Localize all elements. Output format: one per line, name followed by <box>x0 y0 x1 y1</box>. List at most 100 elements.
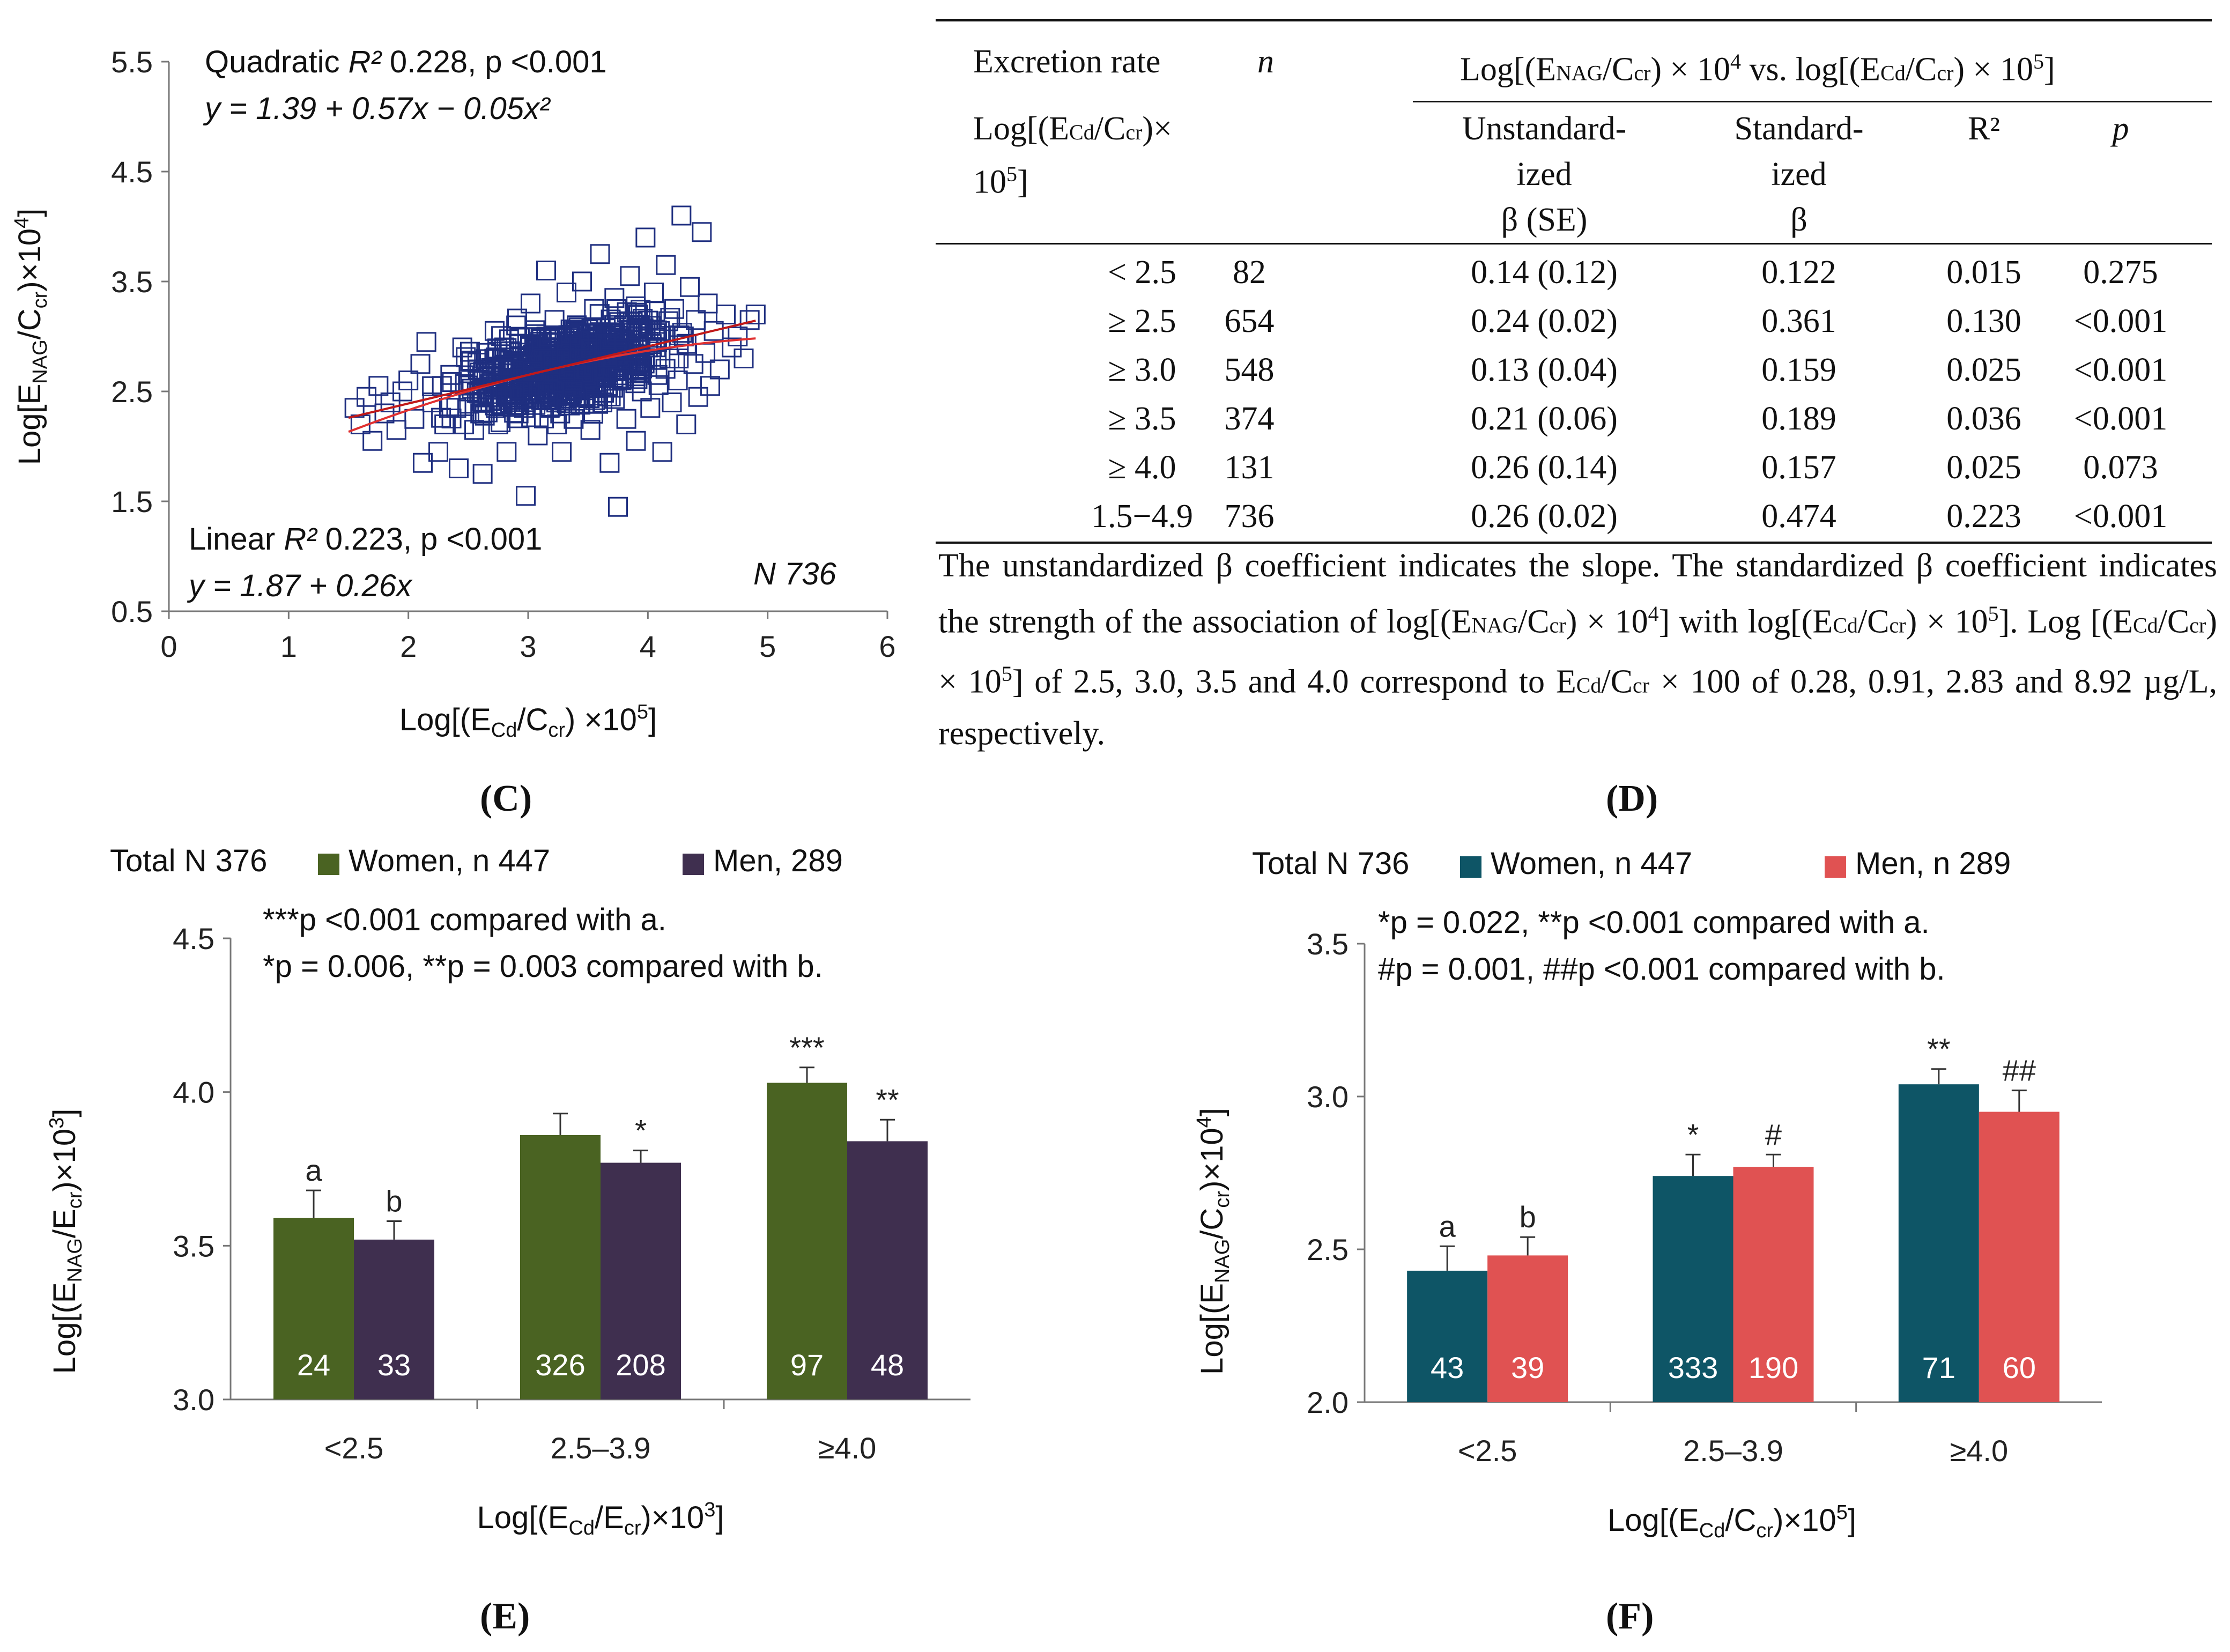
legend-women: Women, n 447 <box>349 843 550 878</box>
panel-label-c: (C) <box>480 778 532 819</box>
scatter-point <box>464 420 484 440</box>
scatter-point <box>640 398 661 418</box>
scatter-point <box>686 310 706 330</box>
scatter-point <box>716 305 736 324</box>
table-cell-rate: 1.5−4.9 <box>1091 498 1193 535</box>
scatter-point <box>596 333 616 353</box>
scatter-point <box>386 420 406 440</box>
subheader-rate-line2: 105] <box>973 162 1028 201</box>
legend-total: Total N 376 <box>110 843 267 878</box>
table-cell-beta-se: 0.14 (0.12) <box>1471 254 1618 291</box>
note-line-1: *p = 0.022, **p <0.001 compared with a. <box>1378 905 1930 940</box>
bar <box>601 1162 681 1399</box>
scatter-point <box>734 349 754 368</box>
x-tick-label: 2 <box>400 629 417 663</box>
table-cell-beta-se: 0.26 (0.14) <box>1471 449 1618 486</box>
scatter-point <box>556 283 576 302</box>
y-tick-label: 5.5 <box>111 45 153 79</box>
table-cell-rate: < 2.5 <box>1108 254 1176 291</box>
scatter-point <box>620 266 640 286</box>
table-cell-rate: ≥ 3.5 <box>1108 401 1176 437</box>
scatter-point <box>635 227 656 248</box>
scatter-point <box>608 497 628 517</box>
bar-count-label: 333 <box>1668 1351 1718 1384</box>
legend-men: Men, n 289 <box>1855 846 2011 881</box>
scatter-point <box>709 359 730 380</box>
col-standardized: Standard- <box>1734 110 1864 147</box>
x-tick-label: 1 <box>280 629 297 663</box>
scatter-point <box>517 347 537 367</box>
subheader-rate: Log[(ECd/Ccr)× <box>973 110 1173 147</box>
x-axis-label: Log[(ECd/Ccr)×105] <box>1607 1501 1856 1542</box>
scatter-point <box>504 382 524 402</box>
scatter-point <box>606 299 626 319</box>
scatter-point <box>507 308 527 329</box>
quadratic-equation: y = 1.39 + 0.57x − 0.05x² <box>203 91 551 126</box>
y-tick-label: 2.0 <box>1307 1386 1349 1419</box>
scatter-point <box>499 329 519 350</box>
scatter-point <box>739 310 760 330</box>
scatter-point <box>572 271 592 292</box>
scatter-point <box>552 373 572 394</box>
table-cell-std-beta: 0.122 <box>1761 254 1836 291</box>
scatter-point <box>655 359 676 379</box>
scatter-point <box>520 337 540 357</box>
bar <box>520 1135 601 1399</box>
bar <box>354 1239 434 1399</box>
scatter-point <box>581 338 602 359</box>
table-cell-n: 374 <box>1224 401 1275 437</box>
linear-label: Linear <box>189 522 275 557</box>
scatter-point <box>609 370 629 390</box>
scatter-point <box>534 408 554 428</box>
bar <box>847 1141 928 1399</box>
scatter-point <box>609 368 629 388</box>
significance-label: b <box>386 1184 402 1218</box>
significance-label: *** <box>789 1031 824 1064</box>
header-excretion-rate: Excretion rate <box>973 43 1161 80</box>
x-category-label: 2.5–3.9 <box>551 1431 651 1465</box>
table-cell-n: 548 <box>1224 352 1275 388</box>
scatter-point <box>676 414 697 434</box>
note-line-2: *p = 0.006, **p = 0.003 compared with b. <box>263 949 823 984</box>
scatter-point <box>494 355 514 376</box>
table-cell-r2: 0.130 <box>1946 303 2021 339</box>
y-tick-label: 3.5 <box>1307 927 1349 961</box>
bar-count-label: 190 <box>1749 1351 1798 1384</box>
table-cell-p: <0.001 <box>2073 498 2168 535</box>
scatter-chart-c: 0.5 1.5 2.5 3.5 4.5 5.5 0 1 2 3 4 5 6 Log[ENAG/Ccr)… <box>11 45 896 742</box>
scatter-point <box>392 381 412 402</box>
scatter-point <box>589 304 610 324</box>
bar-count-label: 60 <box>2003 1351 2036 1384</box>
scatter-point <box>728 327 748 346</box>
scatter-point <box>380 392 401 412</box>
table-cell-beta-se: 0.26 (0.02) <box>1471 498 1618 535</box>
x-tick-label: 4 <box>640 629 656 663</box>
scatter-point <box>599 453 620 473</box>
scatter-point <box>469 383 490 404</box>
bar <box>1733 1167 1814 1402</box>
x-category-label: ≥4.0 <box>1950 1434 2009 1468</box>
scatter-point <box>584 299 604 319</box>
scatter-point <box>547 414 567 435</box>
scatter-point <box>428 442 448 462</box>
col-unstandardized-line3: β (SE) <box>1501 202 1588 238</box>
bar-count-label: 39 <box>1511 1351 1544 1384</box>
scatter-point <box>552 442 572 462</box>
legend-men: Men, 289 <box>713 843 843 878</box>
bar-count-label: 208 <box>616 1348 665 1382</box>
scatter-point <box>616 409 636 429</box>
table-cell-r2: 0.223 <box>1946 498 2021 535</box>
x-tick-label: 5 <box>759 629 776 663</box>
legend-women: Women, n 447 <box>1491 846 1692 881</box>
x-category-label: <2.5 <box>324 1431 384 1465</box>
table-cell-r2: 0.015 <box>1946 254 2021 291</box>
table-cell-p: <0.001 <box>2073 401 2168 437</box>
table-cell-std-beta: 0.189 <box>1761 401 1836 437</box>
y-axis-label: Log[ENAG/Ccr)×104] <box>11 209 51 465</box>
y-tick-label: 0.5 <box>111 595 153 628</box>
linear-stats: 0.223, p <0.001 <box>325 522 543 557</box>
significance-label: b <box>1520 1200 1536 1234</box>
svg-text:Linear R² 0.223, p <0.001: Linear R² 0.223, p <0.001 <box>189 522 542 557</box>
scatter-point <box>662 392 682 412</box>
bar-count-label: 48 <box>871 1348 904 1382</box>
